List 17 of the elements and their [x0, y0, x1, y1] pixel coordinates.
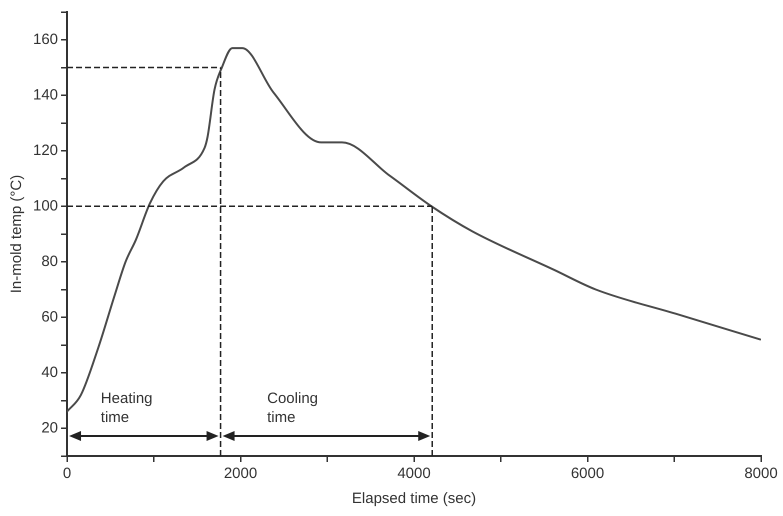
- x-tick-label: 8000: [744, 465, 778, 482]
- y-tick-label: 60: [41, 308, 58, 326]
- x-tick-label: 4000: [397, 465, 431, 482]
- x-tick-label: 0: [62, 465, 72, 482]
- y-tick-label: 120: [32, 142, 58, 159]
- y-tick-label: 160: [32, 30, 58, 48]
- x-tick-label: 6000: [570, 465, 604, 482]
- y-tick-label: 20: [41, 419, 58, 436]
- y-tick-label: 80: [41, 252, 58, 270]
- y-axis-title: In-mold temp (°C): [8, 174, 26, 294]
- x-tick-label: 2000: [224, 465, 258, 482]
- annotation: Heating time: [100, 390, 153, 426]
- y-tick-label: 140: [32, 86, 58, 104]
- y-tick-label: 100: [32, 197, 58, 214]
- annotation: Cooling time: [267, 390, 318, 426]
- x-axis-title: Elapsed time (sec): [352, 490, 476, 508]
- y-tick-label: 40: [41, 364, 58, 381]
